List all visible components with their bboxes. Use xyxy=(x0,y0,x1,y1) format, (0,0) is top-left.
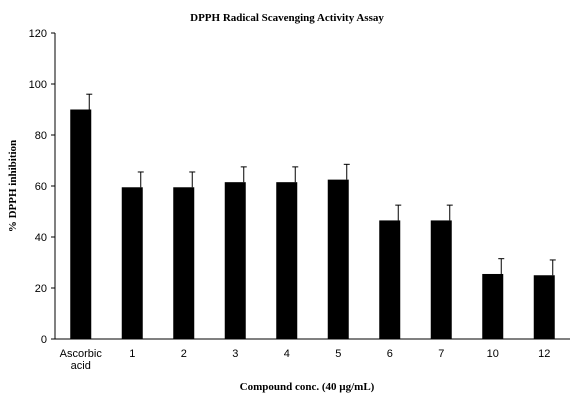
y-tick-label: 120 xyxy=(29,28,47,40)
x-category-label: Ascorbic xyxy=(60,348,103,360)
bar xyxy=(70,109,92,339)
y-tick-label: 60 xyxy=(35,181,47,193)
bar xyxy=(430,220,452,339)
x-category-label: 1 xyxy=(129,348,135,360)
bar xyxy=(224,182,246,339)
bars xyxy=(70,93,556,339)
bar xyxy=(533,275,555,339)
y-tick-label: 40 xyxy=(35,232,47,244)
bar xyxy=(327,179,349,339)
x-category-label: 10 xyxy=(487,348,499,360)
x-category-label: 4 xyxy=(284,348,290,360)
x-category-label: 7 xyxy=(438,348,444,360)
y-axis-ticks: 0 20 40 60 80 100 120 xyxy=(29,28,55,346)
x-category-label: 12 xyxy=(538,348,550,360)
x-category-label: 2 xyxy=(181,348,187,360)
bar xyxy=(173,187,195,339)
x-category-label: 5 xyxy=(335,348,341,360)
y-tick-label: 0 xyxy=(41,334,47,346)
y-axis-label: % DPPH inhibition xyxy=(7,140,19,232)
x-axis-label: Compound conc. (40 µg/mL) xyxy=(240,381,375,393)
y-tick-label: 20 xyxy=(35,283,47,295)
bar xyxy=(121,187,143,339)
bar xyxy=(379,220,401,339)
x-category-label: 3 xyxy=(232,348,238,360)
x-category-label: acid xyxy=(71,360,91,372)
y-tick-label: 80 xyxy=(35,130,47,142)
chart-title: DPPH Radical Scavenging Activity Assay xyxy=(190,12,384,24)
y-tick-label: 100 xyxy=(29,79,47,91)
bar xyxy=(482,273,504,339)
bar xyxy=(276,182,298,339)
x-category-label: 6 xyxy=(387,348,393,360)
